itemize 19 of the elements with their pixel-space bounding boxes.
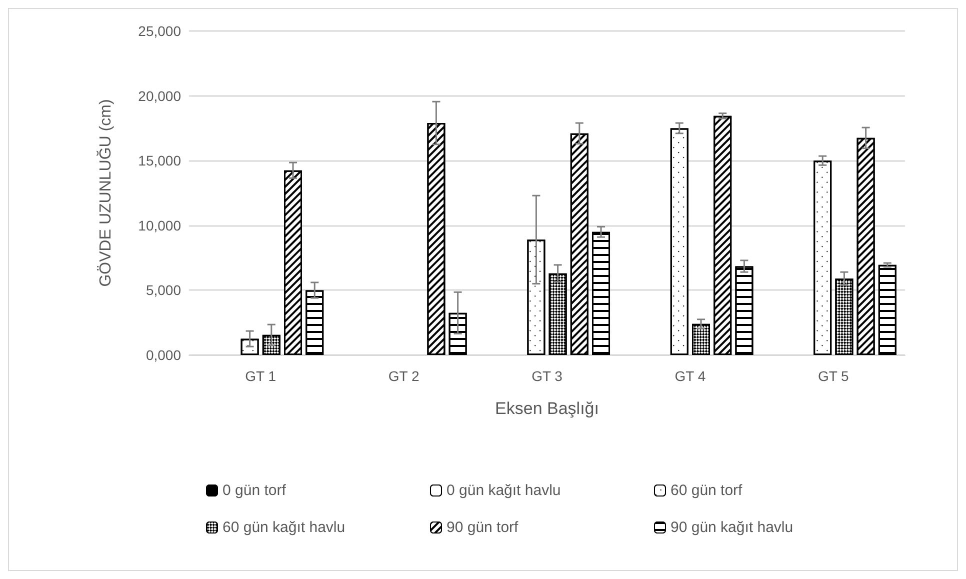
legend-label: 0 gün torf [222, 482, 287, 499]
y-tick-label: 20,000 [138, 88, 182, 104]
x-axis-title: Eksen Başlığı [495, 399, 599, 418]
y-axis-title: GÖVDE UZUNLUĞU (cm) [96, 99, 114, 287]
y-tick-label: 0,000 [146, 347, 182, 363]
legend-label: 0 gün kağıt havlu [446, 482, 561, 499]
y-tick-label: 25,000 [138, 23, 182, 39]
x-tick-label: GT 5 [818, 368, 850, 384]
y-tick-label: 5,000 [146, 282, 182, 298]
legend-label: 90 gün kağıt havlu [670, 519, 794, 536]
x-tick-label: GT 4 [674, 368, 706, 384]
x-tick-label: GT 3 [532, 368, 563, 384]
x-tick-label: GT 2 [388, 368, 420, 384]
legend-label: 60 gün torf [670, 482, 744, 499]
legend-label: 60 gün kağıt havlu [222, 519, 346, 536]
y-tick-label: 15,000 [138, 152, 182, 169]
y-tick-label: 10,000 [138, 217, 182, 234]
legend-label: 90 gün torf [446, 519, 520, 536]
x-tick-label: GT 1 [245, 368, 276, 384]
